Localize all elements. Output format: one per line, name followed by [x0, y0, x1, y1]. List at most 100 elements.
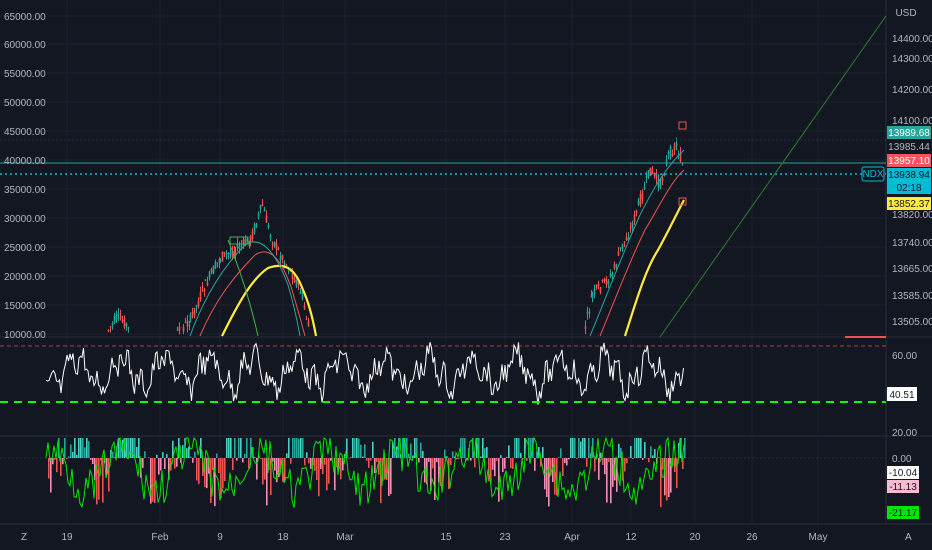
osc-bar-220 — [486, 447, 488, 458]
oscillator-histogram[interactable] — [46, 438, 686, 508]
osc-bar-109 — [264, 458, 266, 480]
osc-bar-248 — [542, 447, 544, 458]
candle-body-25 — [203, 289, 206, 292]
candle-body-121 — [665, 160, 668, 165]
candle-body-129 — [681, 164, 684, 166]
candle-body-19 — [191, 311, 194, 315]
osc-bar-144 — [334, 458, 336, 491]
price-tag-bg-5 — [887, 197, 931, 210]
candle-body-115 — [653, 173, 656, 176]
time-axis-tick-7: Apr — [564, 532, 580, 543]
osc-tag-bg-0 — [887, 466, 919, 479]
candle-body-100 — [623, 241, 626, 243]
osc-bar-154 — [354, 438, 356, 458]
osc-bar-230 — [506, 457, 508, 458]
candle-body-76 — [301, 295, 304, 299]
candle-body-111 — [645, 176, 648, 178]
candle-body-11 — [127, 327, 130, 329]
osc-bar-40 — [126, 438, 128, 458]
osc-bar-84 — [214, 458, 216, 507]
candle-body-42 — [234, 250, 237, 256]
osc-bar-252 — [550, 458, 552, 476]
osc-bar-286 — [618, 443, 620, 458]
candle-body-75 — [299, 291, 302, 294]
candle-body-83 — [590, 293, 593, 298]
osc-bar-139 — [324, 458, 326, 465]
ma-red-2 — [599, 169, 685, 337]
candle-body-12 — [176, 329, 179, 331]
candle-body-63 — [275, 242, 278, 250]
osc-bar-227 — [500, 455, 502, 458]
osc-bar-150 — [346, 438, 348, 458]
osc-bar-184 — [414, 438, 416, 458]
price-tag-2: 13957.10 — [888, 156, 930, 167]
candle-body-80 — [584, 326, 587, 329]
osc-bar-49 — [144, 451, 146, 458]
trend-line[interactable] — [659, 15, 887, 338]
osc-bar-148 — [342, 458, 344, 471]
price-tag-5: 13852.37 — [888, 199, 930, 210]
osc-bar-251 — [548, 458, 550, 507]
osc-bar-278 — [602, 458, 604, 465]
candle-body-119 — [661, 177, 664, 181]
candlestick-series[interactable] — [107, 137, 684, 335]
left-price-axis[interactable]: 65000.00 60000.00 55000.00 50000.00 45000.00… — [4, 12, 46, 341]
candle-body-105 — [633, 214, 636, 222]
candle-body-72 — [293, 277, 296, 283]
osc-bar-83 — [212, 458, 214, 470]
osc-bar-152 — [350, 457, 352, 458]
osc-bar-221 — [488, 458, 490, 482]
osc-bar-74 — [194, 451, 196, 458]
osc-bar-193 — [432, 458, 434, 469]
osc-zero-label[interactable]: 0.00 — [892, 454, 912, 465]
candle-body-9 — [123, 318, 126, 328]
candle-body-55 — [259, 205, 262, 209]
left-axis-tick-7: 30000.00 — [4, 214, 46, 225]
osc-bar-289 — [624, 458, 626, 472]
candle-body-22 — [197, 300, 200, 306]
osc-bar-279 — [604, 458, 606, 475]
left-axis-tick-3: 50000.00 — [4, 98, 46, 109]
osc-bar-216 — [478, 438, 480, 458]
left-axis-tick-6: 35000.00 — [4, 185, 46, 196]
osc-bar-15 — [76, 454, 78, 458]
rsi-line[interactable] — [45, 342, 684, 405]
osc-bar-23 — [92, 458, 94, 464]
oscillator-line — [45, 436, 685, 509]
osc-bar-200 — [446, 456, 448, 458]
osc-bar-174 — [394, 438, 396, 458]
candle-body-89 — [601, 279, 604, 281]
candle-body-81 — [586, 311, 589, 314]
osc-bar-73 — [192, 458, 194, 463]
osc-bar-312 — [670, 458, 672, 493]
osc-bar-303 — [652, 455, 654, 458]
osc-bar-126 — [298, 438, 300, 458]
time-axis-tick-5: 15 — [440, 532, 452, 543]
osc-bar-233 — [512, 458, 514, 469]
time-axis[interactable]: 19 Feb 9 18 Mar 15 23 Apr 12 20 26 May — [61, 532, 827, 543]
osc-bar-239 — [524, 438, 526, 458]
osc-bar-22 — [90, 458, 92, 460]
osc-bar-95 — [236, 458, 238, 461]
osc-bar-56 — [158, 458, 160, 475]
osc-bar-298 — [642, 458, 644, 460]
osc-bar-91 — [228, 438, 230, 458]
timezone-corner[interactable]: Z — [21, 532, 27, 543]
right-price-axis[interactable]: 14400.00 14300.00 14200.00 14100.00 13820.00… — [892, 34, 932, 328]
rsi-axis[interactable]: 60.00 20.00 — [892, 351, 917, 439]
osc-bar-79 — [204, 458, 206, 488]
price-tag-4: 02:18 — [896, 183, 921, 194]
osc-bar-242 — [530, 438, 532, 458]
left-axis-tick-1: 60000.00 — [4, 40, 46, 51]
auto-scale-button[interactable]: A — [905, 532, 912, 543]
osc-tag-2: -21.17 — [889, 508, 918, 519]
osc-bar-104 — [254, 456, 256, 458]
osc-bar-44 — [134, 438, 136, 458]
currency-label[interactable]: USD — [895, 8, 916, 19]
candle-body-28 — [208, 272, 211, 278]
osc-bar-138 — [322, 458, 324, 474]
osc-bar-236 — [518, 438, 520, 458]
osc-bar-218 — [482, 438, 484, 458]
ma-yellow-2 — [623, 199, 685, 337]
